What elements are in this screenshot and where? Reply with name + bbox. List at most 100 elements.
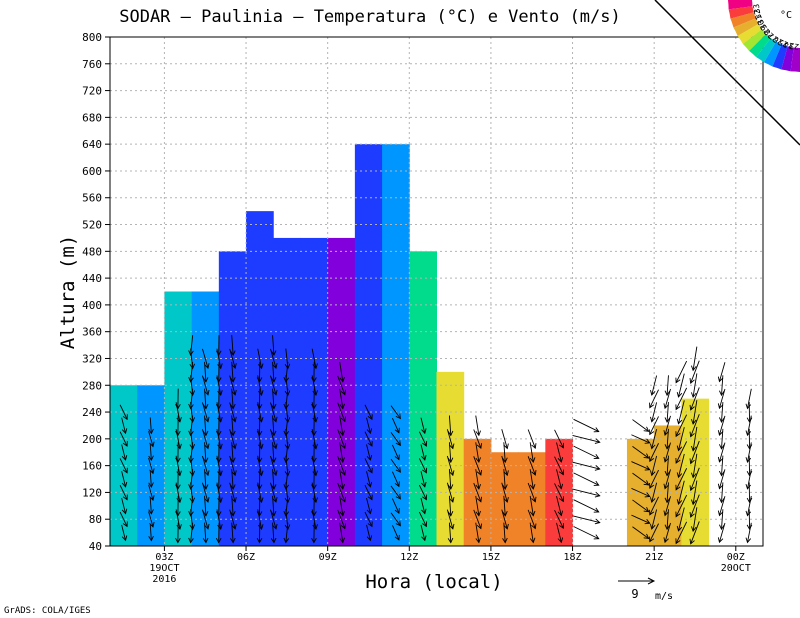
wind-arrow-head [258, 363, 264, 370]
wind-arrow-shaft [390, 485, 401, 500]
wind-arrow-head [311, 404, 317, 410]
wind-arrow [339, 522, 345, 544]
wind-arrow-head [449, 497, 455, 503]
wind-arrow [650, 482, 658, 504]
wind-arrow-head [312, 363, 318, 370]
wind-arrow [649, 496, 659, 516]
wind-arrow [202, 455, 210, 477]
wind-arrow-shaft [364, 431, 373, 447]
wind-arrow-head [690, 392, 697, 399]
wind-arrow [446, 429, 455, 450]
wind-arrow-shaft [202, 348, 209, 369]
wind-arrow [676, 480, 685, 505]
wind-arrow-shaft [202, 402, 209, 422]
wind-arrow-shaft [339, 442, 344, 463]
wind-arrow-shaft [664, 388, 671, 409]
wind-arrow-shaft [337, 482, 346, 502]
wind-arrow [311, 388, 317, 410]
wind-arrow-head [366, 535, 373, 542]
wind-arrow-head [476, 523, 483, 530]
wind-arrow [216, 455, 223, 477]
wind-arrow [501, 455, 509, 477]
wind-arrow [527, 482, 537, 503]
wind-arrow [119, 511, 128, 528]
wind-arrow-shaft [666, 375, 669, 396]
wind-arrow-shaft [573, 472, 599, 486]
wind-arrow-head [189, 363, 196, 370]
wind-arrow-shaft [475, 522, 480, 543]
wind-arrow-shaft [392, 498, 400, 514]
wind-arrow-head [284, 417, 291, 423]
wind-arrow [418, 511, 428, 528]
wind-arrow-shaft [257, 348, 262, 369]
wind-arrow-head [231, 389, 237, 396]
wind-arrow [311, 375, 318, 397]
wind-arrow-shaft [202, 482, 209, 503]
wind-arrow [689, 494, 700, 518]
wind-arrow [527, 429, 537, 450]
wind-arrow-head [717, 510, 724, 517]
wind-arrow-head [717, 403, 724, 410]
wind-arrow-shaft [664, 415, 671, 436]
wind-arrow-head [122, 441, 128, 447]
wind-arrow [311, 402, 318, 423]
wind-reference: 9 m/s [618, 577, 673, 602]
wind-arrow-shaft [631, 487, 650, 497]
x-tick-label: 18Z [564, 552, 582, 563]
wind-arrow [745, 469, 752, 490]
wind-arrow-head [421, 508, 427, 515]
wind-arrow [717, 469, 726, 490]
x-tick-date: 20OCT [721, 563, 751, 574]
wind-arrow-shaft [149, 524, 152, 541]
wind-arrow [573, 526, 600, 540]
wind-arrow-head [215, 350, 222, 357]
wind-arrow-head [643, 480, 650, 486]
wind-arrow [556, 522, 564, 544]
wind-arrow-head [175, 404, 181, 410]
wind-arrow-head [690, 526, 697, 532]
wind-arrow-head [204, 523, 210, 530]
wind-arrow-head [204, 443, 210, 450]
colorbar-segment [728, 6, 754, 19]
wind-arrow [366, 471, 373, 488]
wind-arrow [632, 445, 650, 459]
wind-arrow [229, 455, 237, 477]
wind-arrow-head [643, 533, 650, 540]
wind-arrow-head [340, 496, 346, 503]
wind-arrow-shaft [529, 442, 534, 463]
wind-arrow-head [649, 482, 655, 489]
wind-arrow [215, 495, 222, 517]
wind-arrow [229, 429, 237, 450]
wind-arrow [529, 469, 536, 490]
wind-arrow-shaft [121, 524, 126, 541]
wind-arrow-shaft [446, 429, 454, 449]
wind-arrow [229, 375, 237, 396]
wind-arrow [631, 461, 651, 471]
wind-arrow [175, 388, 181, 410]
wind-arrow [148, 431, 155, 448]
wind-arrow-head [215, 511, 222, 517]
wind-arrow [418, 431, 428, 447]
wind-arrow-head [663, 456, 669, 463]
wind-arrow [392, 498, 400, 514]
wind-arrow-head [421, 455, 427, 461]
x-tick-label: 12Z [400, 552, 418, 563]
wind-arrow-head [447, 430, 454, 437]
wind-arrow-head [148, 482, 154, 488]
wind-arrow-head [230, 430, 236, 437]
wind-arrow-shaft [556, 442, 562, 463]
wind-arrow-shaft [692, 453, 698, 478]
wind-arrow-head [717, 483, 724, 490]
wind-arrow-head [215, 430, 222, 437]
wind-arrow [631, 487, 651, 498]
wind-arrow-head [689, 538, 695, 545]
wind-arrow-shaft [337, 402, 346, 422]
wind-arrow-head [270, 377, 277, 383]
wind-arrow-shaft [747, 442, 752, 463]
wind-arrow [229, 402, 237, 423]
wind-arrow-head [643, 426, 650, 432]
wind-arrow-head [395, 493, 401, 500]
colorbar-segment [749, 33, 771, 58]
wind-arrow [746, 402, 753, 423]
wind-arrow [202, 509, 210, 530]
